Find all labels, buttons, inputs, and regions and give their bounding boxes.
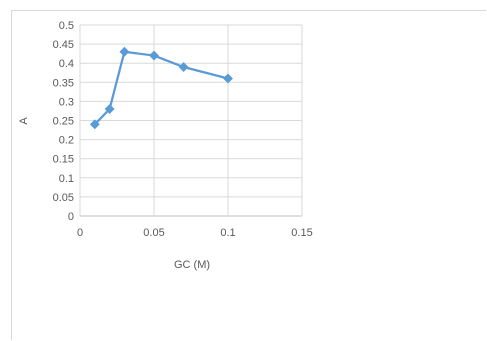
data-point [89, 119, 100, 130]
x-tick-label: 0.1 [220, 227, 235, 239]
x-axis-ticks: 0 0.05 0.1 0.15 [77, 227, 313, 239]
y-tick-label: 0.2 [59, 135, 74, 147]
y-tick-label: 0.25 [53, 116, 74, 128]
y-tick-label: 0.1 [59, 173, 74, 185]
y-axis-ticks: 0 0.05 0.1 0.15 0.2 0.25 0.3 0.35 0.4 0.45 0.5 [53, 20, 74, 223]
data-series [89, 46, 233, 130]
chart-frame [11, 10, 486, 340]
x-axis-label: GC (M) [174, 259, 210, 271]
y-tick-label: 0.4 [59, 58, 74, 70]
y-axis-label: A [18, 117, 30, 125]
data-point [119, 46, 130, 57]
gridlines [79, 24, 303, 217]
y-tick-label: 0.45 [53, 39, 74, 51]
y-tick-label: 0.5 [59, 20, 74, 32]
data-point [223, 73, 233, 84]
x-tick-label: 0 [77, 227, 83, 239]
series-line [93, 50, 229, 126]
y-tick-label: 0.3 [59, 96, 74, 108]
y-tick-label: 0.35 [53, 77, 74, 89]
data-point [104, 104, 115, 114]
y-tick-label: 0.15 [53, 154, 74, 166]
y-tick-label: 0.05 [53, 192, 74, 204]
y-tick-label: 0 [68, 211, 74, 223]
data-point [178, 62, 189, 72]
x-tick-label: 0.05 [143, 227, 164, 239]
x-tick-label: 0.15 [291, 227, 312, 239]
data-point [149, 50, 159, 61]
